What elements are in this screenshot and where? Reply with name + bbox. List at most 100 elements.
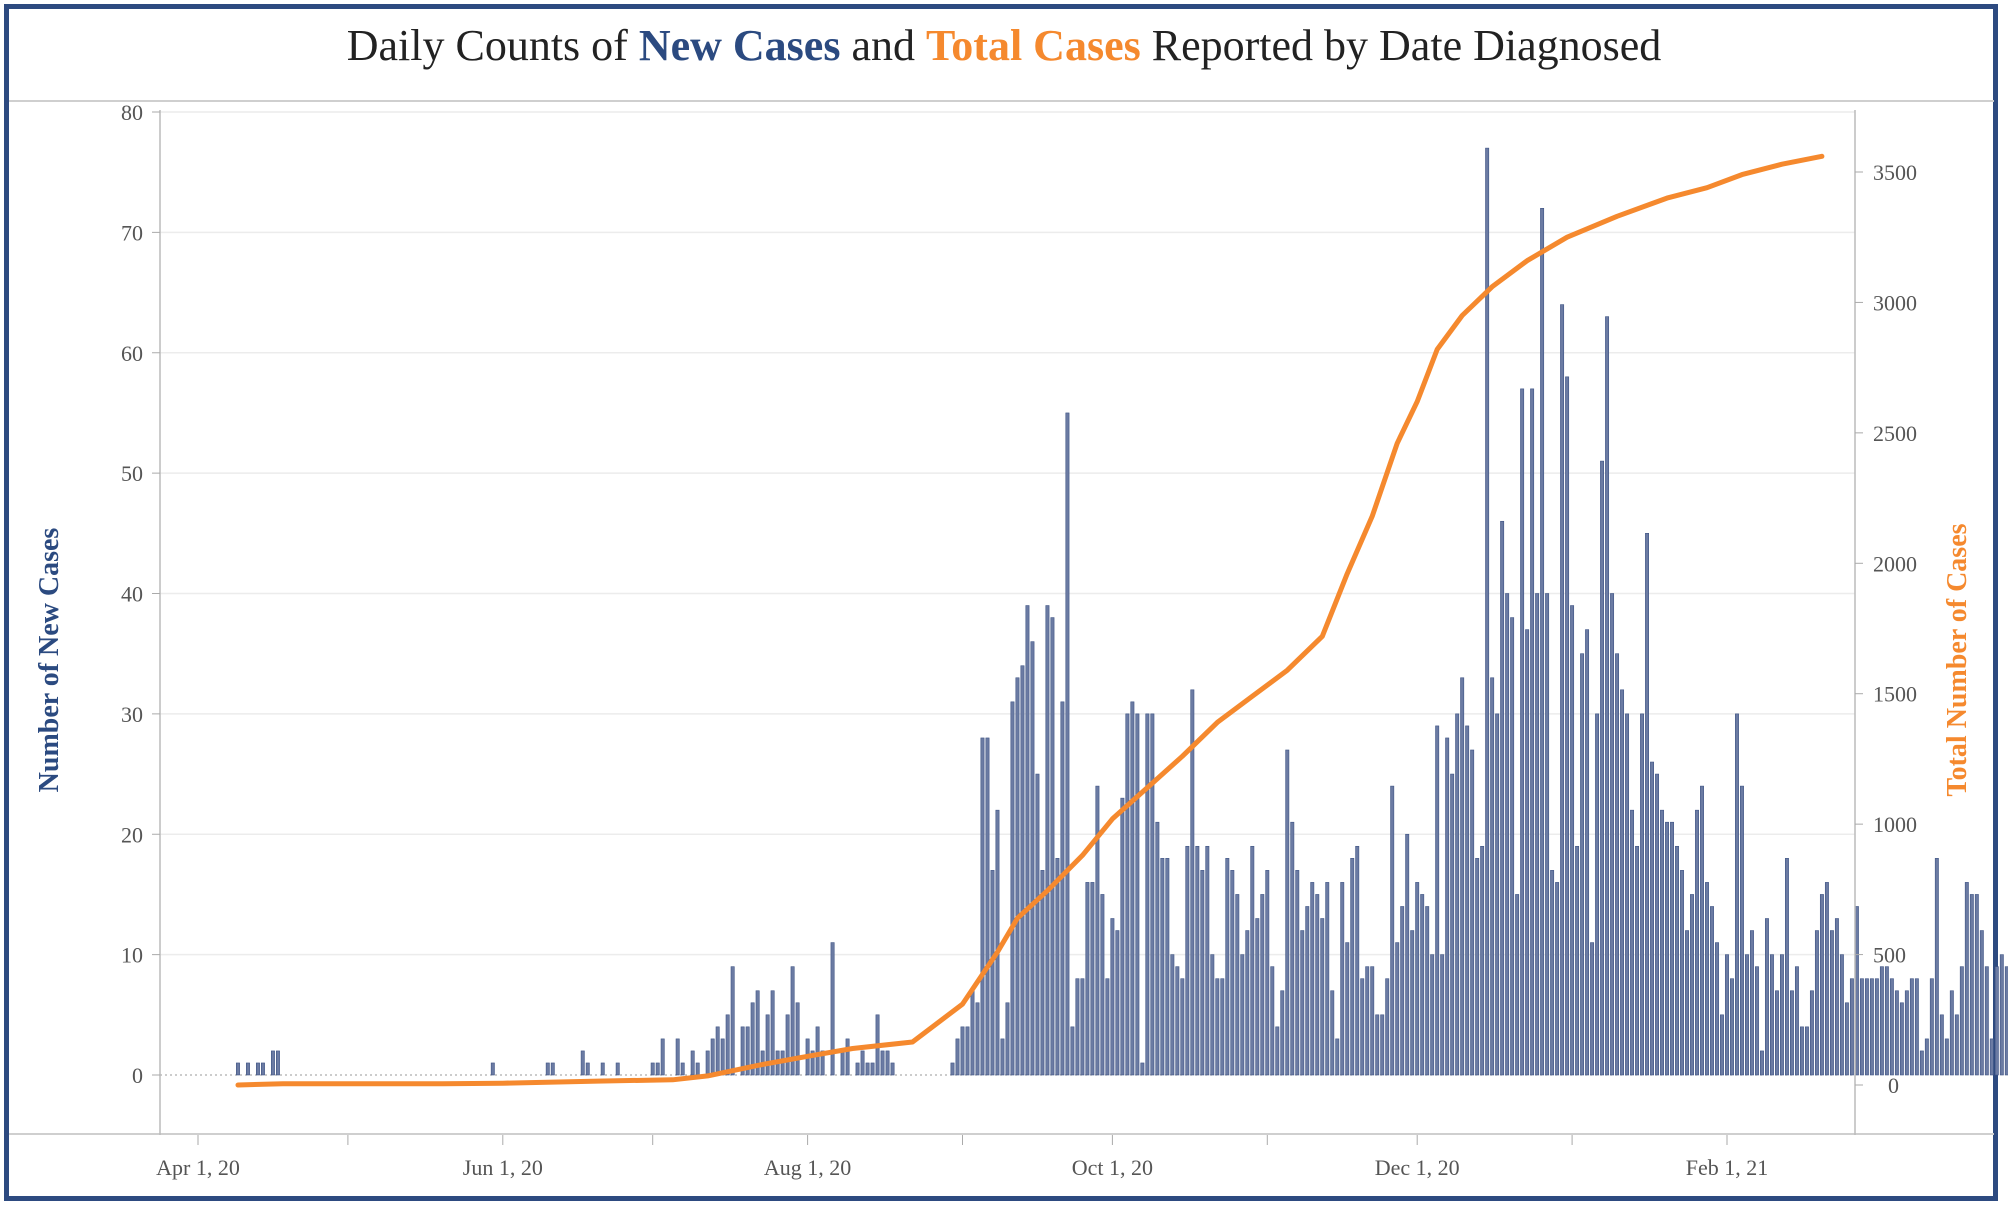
bar	[675, 1038, 680, 1076]
bar	[1590, 942, 1595, 1076]
title-prefix: Daily Counts of	[346, 21, 639, 70]
bar	[1075, 978, 1080, 1076]
bar	[1420, 894, 1425, 1076]
bar	[1635, 845, 1640, 1076]
bar	[1110, 918, 1115, 1076]
bar	[1005, 1002, 1010, 1076]
bar	[1345, 942, 1350, 1076]
bar	[1175, 966, 1180, 1076]
bar	[1080, 978, 1085, 1076]
bar	[261, 1062, 265, 1076]
bar	[885, 1050, 890, 1076]
bar	[1535, 593, 1540, 1076]
bar	[1125, 713, 1130, 1076]
bar	[1475, 858, 1480, 1076]
bar	[1620, 689, 1625, 1076]
bar	[1944, 1038, 1949, 1076]
bar	[1954, 1014, 1959, 1076]
bar	[1760, 1050, 1764, 1076]
bar	[865, 1062, 870, 1076]
bar	[1370, 966, 1375, 1076]
bar	[1045, 605, 1050, 1076]
bar	[1670, 821, 1674, 1076]
title-total-cases: Total Cases	[926, 21, 1141, 70]
bar	[275, 1050, 280, 1076]
bar	[600, 1062, 605, 1076]
bar	[256, 1062, 260, 1076]
bar	[1824, 882, 1829, 1076]
bar	[1375, 1014, 1380, 1076]
bar	[1884, 966, 1889, 1076]
bar	[1725, 954, 1729, 1076]
bar	[1715, 942, 1719, 1076]
bar	[855, 1062, 860, 1076]
bar	[1355, 845, 1360, 1076]
bar	[720, 1038, 725, 1076]
bar	[725, 1014, 730, 1076]
bar	[1979, 930, 1984, 1076]
bar	[1145, 713, 1150, 1076]
bar	[1775, 990, 1779, 1076]
x-tick-label: Feb 1, 21	[1686, 1155, 1769, 1180]
bar	[1690, 894, 1694, 1076]
bar	[1305, 906, 1310, 1076]
bar	[1755, 966, 1759, 1076]
bar	[1395, 942, 1400, 1076]
bar	[1160, 858, 1165, 1076]
bar	[1485, 147, 1490, 1076]
bar	[715, 1026, 720, 1076]
bar	[965, 1026, 970, 1076]
bar	[1105, 978, 1110, 1076]
x-tick-label: Dec 1, 20	[1375, 1155, 1460, 1180]
bar	[1010, 701, 1015, 1076]
y-tick-label-right: 3000	[1873, 290, 1917, 315]
bar	[840, 1050, 845, 1076]
bar	[1265, 870, 1270, 1076]
bar	[795, 1002, 800, 1076]
bar	[1695, 809, 1699, 1076]
bar	[1200, 870, 1205, 1076]
bar	[1565, 376, 1570, 1076]
bar	[1320, 918, 1325, 1076]
bar	[1730, 978, 1734, 1076]
bar	[1210, 954, 1215, 1076]
bar	[745, 1026, 750, 1076]
y-tick-label-left: 60	[121, 341, 143, 366]
bar	[1675, 845, 1679, 1076]
axes: 0 10 20 30 40 50 60 70 80 0 500 1000 1500 2000 2500 300…	[121, 100, 1917, 1180]
bar	[1215, 978, 1220, 1076]
bar	[975, 1002, 980, 1076]
bar	[1300, 930, 1305, 1076]
x-tick-label: Apr 1, 20	[156, 1155, 240, 1180]
y-tick-label-right: 3500	[1873, 160, 1917, 185]
bar	[1570, 605, 1575, 1076]
bar	[1849, 978, 1854, 1076]
bar	[660, 1038, 665, 1076]
bar	[1790, 990, 1794, 1076]
bar	[1115, 930, 1120, 1076]
bar	[755, 990, 760, 1076]
bar	[680, 1062, 685, 1076]
bar	[545, 1062, 550, 1076]
bar	[1455, 713, 1460, 1076]
bar	[1665, 821, 1669, 1076]
bar	[1015, 677, 1020, 1076]
bar	[1869, 978, 1874, 1076]
y-tick-label-left: 70	[121, 220, 143, 245]
bar	[1470, 749, 1475, 1076]
bar	[1170, 954, 1175, 1076]
bar	[1060, 701, 1065, 1076]
bar	[1929, 978, 1934, 1076]
bar	[750, 1002, 755, 1076]
y-tick-label-right: 1500	[1873, 682, 1917, 707]
bar	[1220, 978, 1225, 1076]
bar	[1405, 833, 1410, 1076]
bar	[1445, 737, 1450, 1076]
bar	[1809, 990, 1814, 1076]
bar	[1390, 785, 1395, 1076]
bar	[845, 1038, 850, 1076]
bar	[1974, 894, 1979, 1076]
bar	[1165, 858, 1170, 1076]
bar	[1000, 1038, 1005, 1076]
